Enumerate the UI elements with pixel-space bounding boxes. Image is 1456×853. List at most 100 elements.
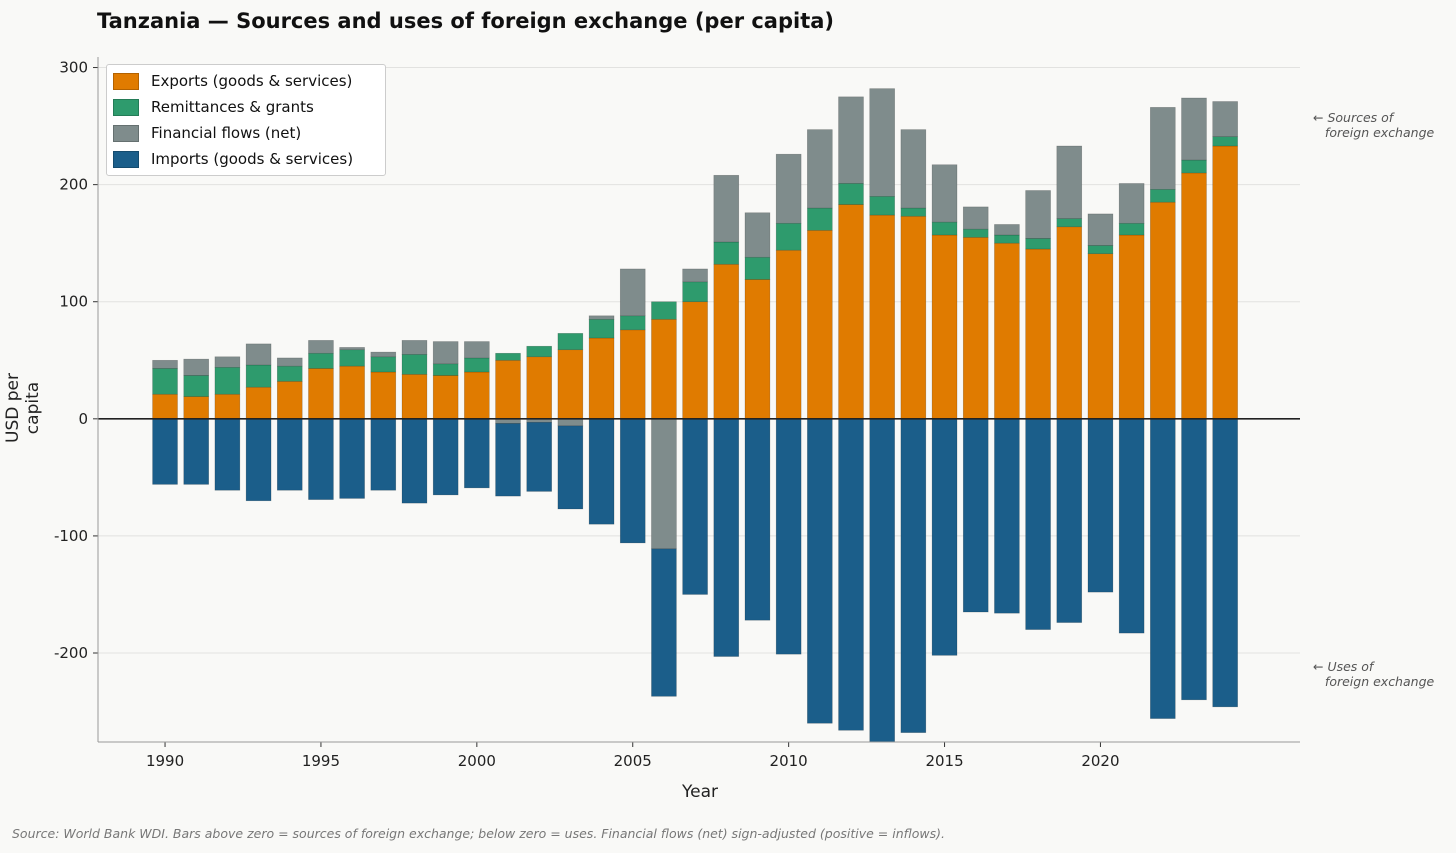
bar-financial-flows <box>838 96 864 184</box>
bar-exports <box>900 215 927 420</box>
y-tick-label: 100 <box>59 293 88 311</box>
bar-remittances <box>1181 159 1207 174</box>
bar-imports <box>152 418 178 485</box>
bar-imports <box>1181 418 1207 701</box>
x-tick-label: 2005 <box>614 752 652 770</box>
bar-imports <box>775 418 802 655</box>
bar-exports <box>807 229 833 420</box>
bar-financial-flows <box>994 224 1020 236</box>
bar-remittances <box>401 354 428 375</box>
y-tick-label: 200 <box>59 176 88 194</box>
bar-imports <box>276 418 303 491</box>
bar-imports <box>838 418 864 731</box>
bar-imports <box>245 418 272 502</box>
bar-exports <box>931 234 958 420</box>
annotation-uses: ← Uses of foreign exchange <box>1313 659 1435 689</box>
bar-remittances <box>1087 245 1114 255</box>
bar-exports <box>245 386 272 420</box>
bar-remittances <box>370 356 397 373</box>
bar-financial-flows <box>308 340 334 354</box>
bar-imports <box>464 418 490 489</box>
bar-imports <box>588 418 615 525</box>
bar-imports <box>900 418 927 733</box>
bar-imports <box>807 418 833 724</box>
bar-exports <box>276 381 303 420</box>
bar-imports <box>214 418 241 491</box>
bar-imports <box>744 418 771 621</box>
bar-remittances <box>775 222 802 251</box>
bar-imports <box>401 418 428 504</box>
legend-swatch-imports <box>113 150 139 168</box>
bar-exports <box>651 318 677 420</box>
legend-swatch-financial-flows <box>113 124 139 142</box>
bar-exports <box>1025 248 1051 420</box>
bar-remittances <box>962 228 989 238</box>
legend-swatch-exports <box>113 72 139 90</box>
bar-imports <box>308 418 334 500</box>
bar-remittances <box>183 375 209 397</box>
bar-imports <box>1118 418 1145 634</box>
bar-imports <box>713 418 740 657</box>
bar-exports <box>152 393 178 420</box>
bar-imports <box>339 418 365 499</box>
chart-title: Tanzania — Sources and uses of foreign e… <box>97 9 835 33</box>
bar-financial-flows <box>931 164 958 223</box>
legend-item-exports: Exports (goods & services) <box>113 71 352 91</box>
bar-financial-flows <box>401 340 428 355</box>
legend-item-financial-flows: Financial flows (net) <box>113 123 301 143</box>
x-tick-label: 1990 <box>146 752 184 770</box>
x-tick-label: 2020 <box>1081 752 1119 770</box>
bar-remittances <box>432 363 459 376</box>
bar-exports <box>962 237 989 420</box>
bar-imports <box>432 418 459 496</box>
bar-financial-flows <box>619 268 646 317</box>
bar-imports <box>1087 418 1114 593</box>
bar-remittances <box>682 281 708 303</box>
bar-exports <box>339 365 365 420</box>
bar-remittances <box>214 366 241 395</box>
bar-remittances <box>713 241 740 265</box>
bar-remittances <box>651 301 677 320</box>
bar-exports <box>464 371 490 420</box>
bar-financial-flows <box>1212 101 1238 137</box>
bar-financial-flows <box>962 206 989 230</box>
bar-imports <box>526 422 552 492</box>
bar-remittances <box>744 256 771 280</box>
bar-financial-flows <box>744 212 771 258</box>
bar-imports <box>557 425 584 510</box>
bar-exports <box>370 371 397 420</box>
bar-remittances <box>1056 218 1083 228</box>
bar-financial-flows <box>1056 145 1083 219</box>
x-tick-label: 2010 <box>770 752 808 770</box>
bar-remittances <box>619 315 646 331</box>
bar-exports <box>1150 201 1176 420</box>
x-tick-label: 1995 <box>302 752 340 770</box>
bar-remittances <box>900 207 927 217</box>
bar-financial-flows <box>557 418 584 427</box>
bar-imports <box>962 418 989 613</box>
bar-exports <box>775 249 802 420</box>
source-note: Source: World Bank WDI. Bars above zero … <box>12 826 945 841</box>
x-tick-label: 2000 <box>458 752 496 770</box>
bar-exports <box>869 214 895 420</box>
bar-exports <box>401 374 428 420</box>
bar-financial-flows <box>370 351 397 358</box>
legend: Exports (goods & services) Remittances &… <box>106 64 386 176</box>
annotation-sources: ← Sources of foreign exchange <box>1313 110 1435 140</box>
bar-imports <box>651 548 677 697</box>
bar-financial-flows <box>900 129 927 209</box>
bar-remittances <box>245 364 272 388</box>
bar-imports <box>619 418 646 544</box>
bar-financial-flows <box>245 343 272 366</box>
bar-remittances <box>931 221 958 236</box>
bar-financial-flows <box>339 347 365 351</box>
bar-remittances <box>1212 136 1238 147</box>
bar-financial-flows <box>276 357 303 367</box>
bar-financial-flows <box>1150 107 1176 190</box>
bar-financial-flows <box>464 341 490 359</box>
bar-remittances <box>588 318 615 339</box>
bar-financial-flows <box>432 341 459 365</box>
bar-financial-flows <box>807 129 833 209</box>
bar-exports <box>495 359 521 420</box>
